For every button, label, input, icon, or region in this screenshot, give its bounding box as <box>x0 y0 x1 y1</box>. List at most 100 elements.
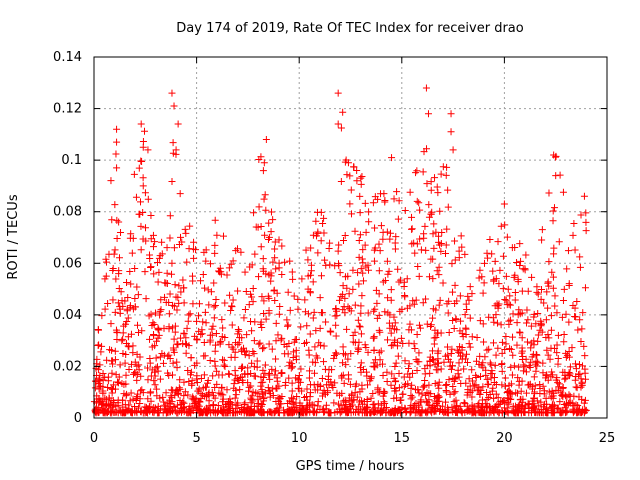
data-point <box>522 251 530 259</box>
data-point <box>173 364 181 372</box>
data-point <box>449 317 457 325</box>
data-point <box>370 359 378 367</box>
data-point <box>254 395 262 403</box>
data-point <box>286 306 294 314</box>
data-point <box>127 230 135 238</box>
data-point <box>249 397 257 405</box>
data-point <box>329 384 337 392</box>
data-point <box>417 398 425 406</box>
data-point <box>534 331 542 339</box>
data-point <box>337 178 345 186</box>
data-point <box>292 404 300 412</box>
data-point <box>104 299 112 307</box>
data-point <box>473 333 481 341</box>
data-point <box>385 267 393 275</box>
data-point <box>231 394 239 402</box>
data-point <box>449 383 457 391</box>
data-point <box>419 383 427 391</box>
data-point <box>102 258 110 266</box>
data-point <box>291 336 299 344</box>
data-point <box>278 270 286 278</box>
data-point <box>284 350 292 358</box>
data-point <box>405 326 413 334</box>
data-point <box>260 159 268 167</box>
data-point <box>559 296 567 304</box>
data-point <box>236 373 244 381</box>
data-point <box>554 404 562 412</box>
data-point <box>394 215 402 223</box>
data-point <box>359 269 367 277</box>
data-point <box>258 293 266 301</box>
data-point <box>463 350 471 358</box>
data-point <box>259 255 267 263</box>
data-point <box>128 360 136 368</box>
data-point <box>455 254 463 262</box>
data-point <box>356 209 364 217</box>
data-point <box>341 294 349 302</box>
data-point <box>284 399 292 407</box>
data-point <box>476 266 484 274</box>
data-point <box>455 247 463 255</box>
data-point <box>479 359 487 367</box>
data-point <box>379 228 387 236</box>
data-point <box>158 238 166 246</box>
data-point <box>109 296 117 304</box>
data-point <box>314 380 322 388</box>
data-point <box>382 403 390 411</box>
data-point <box>582 218 590 226</box>
data-point <box>517 396 525 404</box>
data-point <box>245 301 253 309</box>
data-point <box>523 306 531 314</box>
data-point <box>319 309 327 317</box>
data-point <box>479 383 487 391</box>
data-point <box>172 146 180 154</box>
data-point <box>497 222 505 230</box>
data-point <box>119 329 127 337</box>
data-point <box>514 374 522 382</box>
data-point <box>521 265 529 273</box>
data-point <box>135 210 143 218</box>
data-point <box>537 319 545 327</box>
data-point <box>536 326 544 334</box>
data-point <box>562 392 570 400</box>
data-point <box>513 258 521 266</box>
data-point <box>436 241 444 249</box>
data-point <box>490 394 498 402</box>
data-point <box>355 345 363 353</box>
data-point <box>379 392 387 400</box>
data-point <box>423 389 431 397</box>
data-point <box>166 212 174 220</box>
data-point <box>451 281 459 289</box>
data-point <box>307 261 315 269</box>
data-point <box>170 102 178 110</box>
data-point <box>384 294 392 302</box>
data-point <box>552 172 560 180</box>
data-point <box>144 395 152 403</box>
y-tick-label: 0.1 <box>61 153 82 168</box>
data-point <box>526 380 534 388</box>
data-point <box>581 396 589 404</box>
data-point <box>287 364 295 372</box>
data-point <box>197 390 205 398</box>
data-point <box>137 222 145 230</box>
data-point <box>335 241 343 249</box>
data-point <box>435 378 443 386</box>
data-point <box>91 384 99 392</box>
data-point <box>551 292 559 300</box>
data-point <box>429 230 437 238</box>
data-point <box>113 329 121 337</box>
data-point <box>429 356 437 364</box>
data-point <box>387 296 395 304</box>
data-point <box>147 310 155 318</box>
data-point <box>342 408 350 416</box>
data-point <box>353 166 361 174</box>
data-point <box>194 404 202 412</box>
data-point <box>502 407 510 415</box>
data-point <box>321 365 329 373</box>
data-point <box>173 409 181 417</box>
data-point <box>369 199 377 207</box>
data-point <box>189 245 197 253</box>
data-point <box>485 345 493 353</box>
data-point <box>527 344 535 352</box>
data-point <box>391 336 399 344</box>
